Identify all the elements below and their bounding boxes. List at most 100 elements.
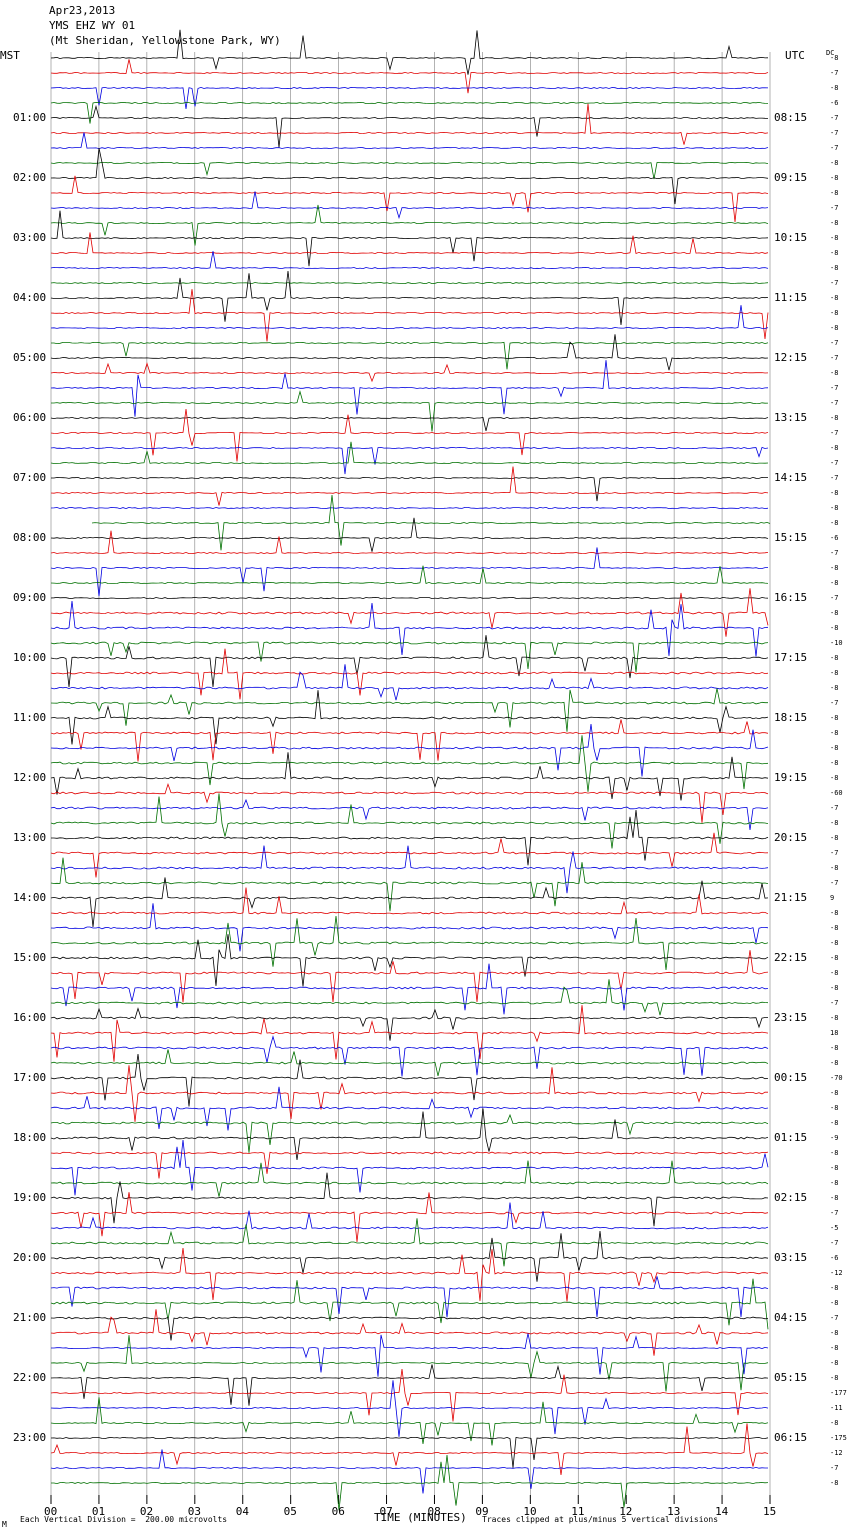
dc-offset-label: -8 xyxy=(830,564,839,572)
dc-offset-label: -7 xyxy=(830,699,839,707)
dc-offset-label: -8 xyxy=(830,159,839,167)
left-hour-label: 18:00 xyxy=(13,1131,47,1144)
trace-row xyxy=(50,979,769,1016)
trace-row xyxy=(50,251,769,270)
dc-offset-label: -8 xyxy=(830,834,839,842)
x-tick-label: 01 xyxy=(91,1505,106,1518)
dc-offset-label: -7 xyxy=(830,459,839,467)
trace-row xyxy=(50,409,769,462)
left-hour-label: 20:00 xyxy=(13,1251,47,1264)
dc-offset-label: -8 xyxy=(830,309,839,317)
left-hour-label: 23:00 xyxy=(13,1431,47,1444)
dc-offset-label: 9 xyxy=(830,894,835,902)
left-hour-label: 04:00 xyxy=(13,291,47,304)
trace-row xyxy=(50,916,769,971)
dc-offset-label: -8 xyxy=(830,609,839,617)
dc-offset-label: -8 xyxy=(830,819,839,827)
x-tick-label: 05 xyxy=(283,1505,297,1518)
trace-row xyxy=(51,1333,769,1377)
right-hour-label: 16:15 xyxy=(774,591,808,604)
trace-row xyxy=(51,1455,769,1511)
dc-offset-label: -6 xyxy=(830,534,839,542)
x-tick-label: 08 xyxy=(427,1505,441,1518)
left-timezone-label: MST xyxy=(0,49,20,62)
dc-offset-label: -8 xyxy=(830,1284,839,1292)
x-tick-label: 13 xyxy=(667,1505,681,1518)
trace-row xyxy=(50,950,769,1003)
right-hour-label: 21:15 xyxy=(774,891,808,904)
trace-row xyxy=(50,877,769,927)
trace-row xyxy=(50,798,769,831)
trace-row xyxy=(50,289,769,342)
trace-row xyxy=(50,963,769,1015)
dc-offset-label: -175 xyxy=(830,1434,847,1442)
dc-offset-label: -12 xyxy=(830,1449,843,1457)
trace-row xyxy=(50,271,769,326)
dc-offset-label: -7 xyxy=(830,879,839,887)
header-station: YMS EHZ WY 01 xyxy=(49,19,136,32)
trace-row xyxy=(50,1192,769,1242)
dc-offset-label: -8 xyxy=(830,489,839,497)
dc-offset-label: -8 xyxy=(830,219,839,227)
trace-row xyxy=(50,1108,769,1161)
x-tick-label: 06 xyxy=(331,1505,345,1518)
trace-row xyxy=(50,1086,769,1131)
trace-row xyxy=(50,752,769,801)
trace-row xyxy=(50,1309,769,1356)
trace-row xyxy=(50,1005,769,1062)
trace-row xyxy=(50,1035,769,1077)
dc-offset-label: -8 xyxy=(830,1479,839,1487)
dc-offset-label: -8 xyxy=(830,939,839,947)
trace-row xyxy=(50,1247,769,1302)
trace-row xyxy=(50,232,769,255)
right-hour-label: 17:15 xyxy=(774,651,808,664)
dc-offset-label: -8 xyxy=(830,504,839,512)
trace-row xyxy=(50,334,769,371)
left-hour-label: 01:00 xyxy=(13,111,47,124)
left-hour-label: 06:00 xyxy=(13,411,47,424)
dc-offset-label: -7 xyxy=(830,594,839,602)
trace-row xyxy=(50,903,769,952)
trace-row xyxy=(50,441,769,465)
trace-row xyxy=(50,1160,769,1197)
x-tick-label: 10 xyxy=(523,1505,537,1518)
dc-offset-label: 18 xyxy=(830,1029,839,1037)
right-hour-label: 00:15 xyxy=(774,1071,808,1084)
trace-row xyxy=(50,59,769,94)
x-tick-label: 11 xyxy=(571,1505,585,1518)
trace-row xyxy=(50,690,769,745)
dc-offset-label: -8 xyxy=(830,264,839,272)
trace-row xyxy=(50,1054,769,1107)
right-hour-label: 22:15 xyxy=(774,951,808,964)
trace-row xyxy=(50,103,769,145)
trace-row xyxy=(50,1316,769,1341)
dc-offset-label: -8 xyxy=(830,234,839,242)
trace-row xyxy=(50,360,769,417)
right-hour-label: 04:15 xyxy=(774,1311,808,1324)
right-hour-label: 18:15 xyxy=(774,711,808,724)
trace-row xyxy=(50,845,769,894)
footer-clip-text: Traces clipped at plus/minus 5 vertical … xyxy=(482,1515,719,1524)
trace-row xyxy=(51,1231,769,1282)
trace-row xyxy=(50,719,769,762)
trace-row xyxy=(50,1140,769,1196)
dc-offset-label: -8 xyxy=(830,1059,839,1067)
trace-row xyxy=(50,641,769,673)
trace-row xyxy=(50,1397,769,1446)
trace-row xyxy=(50,688,768,732)
trace-row xyxy=(51,390,769,432)
trace-row xyxy=(50,783,769,823)
trace-row xyxy=(50,635,769,688)
dc-offset-label: -10 xyxy=(830,639,843,647)
left-hour-label: 21:00 xyxy=(13,1311,47,1324)
right-hour-label: 19:15 xyxy=(774,771,808,784)
x-tick-label: 03 xyxy=(187,1505,202,1518)
x-tick-label: 07 xyxy=(379,1505,393,1518)
dc-header-label: DC xyxy=(826,49,835,57)
dc-offset-label: -12 xyxy=(830,1269,843,1277)
right-hour-label: 23:15 xyxy=(774,1011,808,1024)
dc-offset-label: -8 xyxy=(830,249,839,257)
dc-offset-label: -7 xyxy=(830,474,839,482)
right-timezone-label: UTC xyxy=(785,49,805,62)
dc-offset-label: -8 xyxy=(830,759,839,767)
